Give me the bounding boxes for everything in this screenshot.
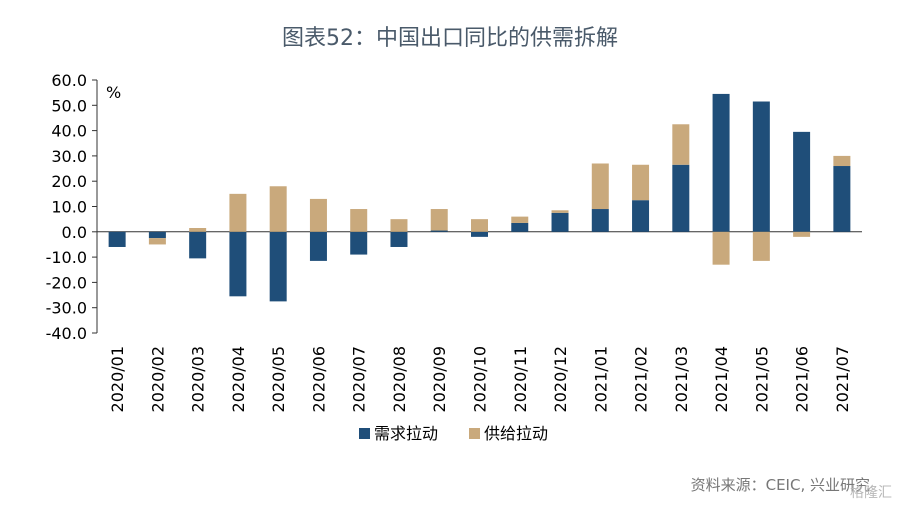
x-tick-label: 2020/05 bbox=[269, 346, 288, 412]
x-tick-label: 2020/08 bbox=[390, 346, 409, 412]
bar-supply-2020-03 bbox=[189, 228, 207, 232]
bar-demand-2020-07 bbox=[350, 231, 368, 255]
bar-demand-2021-01 bbox=[591, 209, 609, 232]
bar-demand-2021-03 bbox=[672, 164, 690, 232]
axes: 60.0 50.0 40.0 30.0 20.0 10.0 0.0 -10.0 -20.0 -30… bbox=[46, 71, 862, 343]
bar-demand-2021-04 bbox=[712, 93, 730, 232]
y-tick-label: -30.0 bbox=[46, 299, 87, 318]
bar-demand-2020-01 bbox=[108, 231, 126, 247]
bar-supply-2020-04 bbox=[229, 193, 247, 232]
y-tick-label: 20.0 bbox=[51, 172, 87, 191]
watermark: 格隆汇 bbox=[850, 485, 892, 501]
bar-supply-2020-07 bbox=[350, 209, 368, 232]
y-tick-label: -20.0 bbox=[46, 273, 87, 292]
bar-supply-2020-06 bbox=[309, 198, 327, 232]
bar-demand-2021-06 bbox=[793, 131, 811, 232]
x-tick-label: 2020/12 bbox=[551, 346, 570, 412]
bar-supply-2021-02 bbox=[632, 164, 650, 201]
bar-demand-2020-08 bbox=[390, 231, 408, 247]
bar-supply-2021-03 bbox=[672, 124, 690, 165]
bar-supply-2021-06 bbox=[793, 231, 811, 237]
x-tick-label: 2020/06 bbox=[309, 346, 328, 412]
x-tick-label: 2021/02 bbox=[632, 346, 651, 412]
bar-demand-2021-05 bbox=[752, 101, 770, 232]
y-tick-label: -10.0 bbox=[46, 248, 87, 267]
bar-supply-2021-04 bbox=[712, 231, 730, 265]
legend: 需求拉动 供给拉动 bbox=[359, 424, 548, 443]
source-note: 资料来源：CEIC, 兴业研究 bbox=[690, 476, 870, 494]
bar-demand-2020-02 bbox=[148, 231, 166, 239]
bar-demand-2020-11 bbox=[511, 222, 529, 232]
x-tick-label: 2021/05 bbox=[752, 346, 771, 412]
bar-supply-2020-09 bbox=[430, 209, 448, 231]
x-tick-label: 2020/07 bbox=[350, 346, 369, 412]
x-tick-label: 2020/11 bbox=[511, 346, 530, 412]
bar-supply-2020-02 bbox=[148, 238, 166, 245]
x-tick-label: 2021/04 bbox=[712, 346, 731, 412]
bar-demand-2020-10 bbox=[471, 231, 488, 237]
legend-label-supply: 供给拉动 bbox=[484, 424, 548, 443]
bar-supply-2020-08 bbox=[390, 219, 408, 232]
bar-supply-2021-07 bbox=[833, 155, 851, 167]
bar-demand-2020-05 bbox=[269, 231, 287, 302]
bars bbox=[108, 93, 851, 302]
x-tick-label: 2020/03 bbox=[189, 346, 208, 412]
x-tick-label: 2021/07 bbox=[833, 346, 852, 412]
bar-demand-2020-06 bbox=[309, 231, 327, 261]
y-tick-label: -40.0 bbox=[46, 324, 87, 343]
bar-supply-2020-05 bbox=[269, 186, 287, 232]
y-tick-label: 60.0 bbox=[51, 71, 87, 90]
bar-demand-2020-12 bbox=[551, 212, 569, 232]
y-unit-label: % bbox=[106, 83, 121, 102]
bar-supply-2020-12 bbox=[551, 210, 569, 213]
chart: 60.0 50.0 40.0 30.0 20.0 10.0 0.0 -10.0 -20.0 -30… bbox=[46, 71, 862, 443]
y-tick-label: 40.0 bbox=[51, 122, 87, 141]
bar-supply-2021-05 bbox=[752, 231, 770, 261]
legend-swatch-supply bbox=[469, 428, 480, 439]
y-tick-label: 10.0 bbox=[51, 198, 87, 217]
y-tick-label: 50.0 bbox=[51, 96, 87, 115]
bar-supply-2020-11 bbox=[511, 216, 529, 223]
chart-title: 图表52：中国出口同比的供需拆解 bbox=[282, 26, 618, 51]
legend-label-demand: 需求拉动 bbox=[374, 424, 438, 443]
bar-demand-2020-09 bbox=[430, 230, 448, 232]
bar-demand-2021-02 bbox=[632, 200, 650, 232]
bar-demand-2020-04 bbox=[229, 231, 247, 297]
bar-demand-2021-07 bbox=[833, 166, 851, 232]
x-tick-label: 2020/01 bbox=[108, 346, 127, 412]
bar-demand-2020-03 bbox=[189, 231, 207, 259]
bar-supply-2021-01 bbox=[591, 163, 609, 210]
bar-supply-2020-10 bbox=[471, 219, 488, 232]
x-tick-label: 2021/01 bbox=[591, 346, 610, 412]
y-tick-label: 0.0 bbox=[62, 223, 87, 242]
legend-swatch-demand bbox=[359, 428, 370, 439]
y-tick-label: 30.0 bbox=[51, 147, 87, 166]
x-tick-label: 2020/04 bbox=[229, 346, 248, 412]
x-tick-labels: 2020/01 2020/02 2020/03 2020/04 2020/05 2020/… bbox=[108, 346, 852, 412]
x-tick-label: 2021/06 bbox=[793, 346, 812, 412]
x-tick-label: 2021/03 bbox=[672, 346, 691, 412]
x-tick-label: 2020/09 bbox=[430, 346, 449, 412]
x-tick-label: 2020/10 bbox=[471, 346, 490, 412]
x-tick-label: 2020/02 bbox=[148, 346, 167, 412]
